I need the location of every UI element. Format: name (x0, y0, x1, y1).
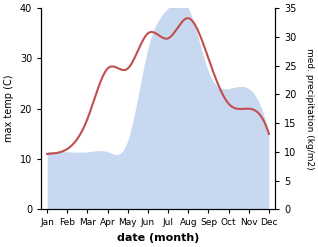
Y-axis label: max temp (C): max temp (C) (4, 75, 14, 143)
X-axis label: date (month): date (month) (117, 233, 199, 243)
Y-axis label: med. precipitation (kg/m2): med. precipitation (kg/m2) (305, 48, 314, 169)
